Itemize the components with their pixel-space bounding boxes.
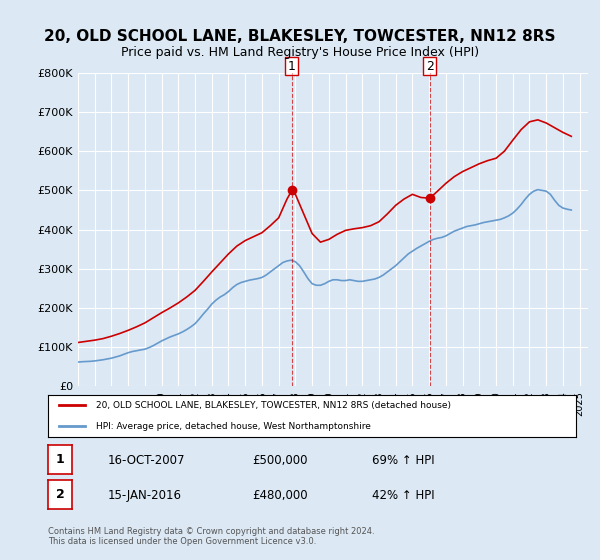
Text: 42% ↑ HPI: 42% ↑ HPI bbox=[372, 489, 434, 502]
Text: 2: 2 bbox=[56, 488, 64, 501]
Text: 1: 1 bbox=[56, 453, 64, 466]
Text: 1: 1 bbox=[288, 60, 296, 73]
Text: 20, OLD SCHOOL LANE, BLAKESLEY, TOWCESTER, NN12 8RS: 20, OLD SCHOOL LANE, BLAKESLEY, TOWCESTE… bbox=[44, 29, 556, 44]
Text: Contains HM Land Registry data © Crown copyright and database right 2024.
This d: Contains HM Land Registry data © Crown c… bbox=[48, 526, 374, 546]
Text: 16-OCT-2007: 16-OCT-2007 bbox=[108, 454, 185, 467]
Text: £480,000: £480,000 bbox=[252, 489, 308, 502]
Text: 20, OLD SCHOOL LANE, BLAKESLEY, TOWCESTER, NN12 8RS (detached house): 20, OLD SCHOOL LANE, BLAKESLEY, TOWCESTE… bbox=[95, 401, 451, 410]
Text: £500,000: £500,000 bbox=[252, 454, 308, 467]
Text: Price paid vs. HM Land Registry's House Price Index (HPI): Price paid vs. HM Land Registry's House … bbox=[121, 45, 479, 59]
Text: 69% ↑ HPI: 69% ↑ HPI bbox=[372, 454, 434, 467]
Text: HPI: Average price, detached house, West Northamptonshire: HPI: Average price, detached house, West… bbox=[95, 422, 370, 431]
Text: 15-JAN-2016: 15-JAN-2016 bbox=[108, 489, 182, 502]
Text: 2: 2 bbox=[426, 60, 434, 73]
